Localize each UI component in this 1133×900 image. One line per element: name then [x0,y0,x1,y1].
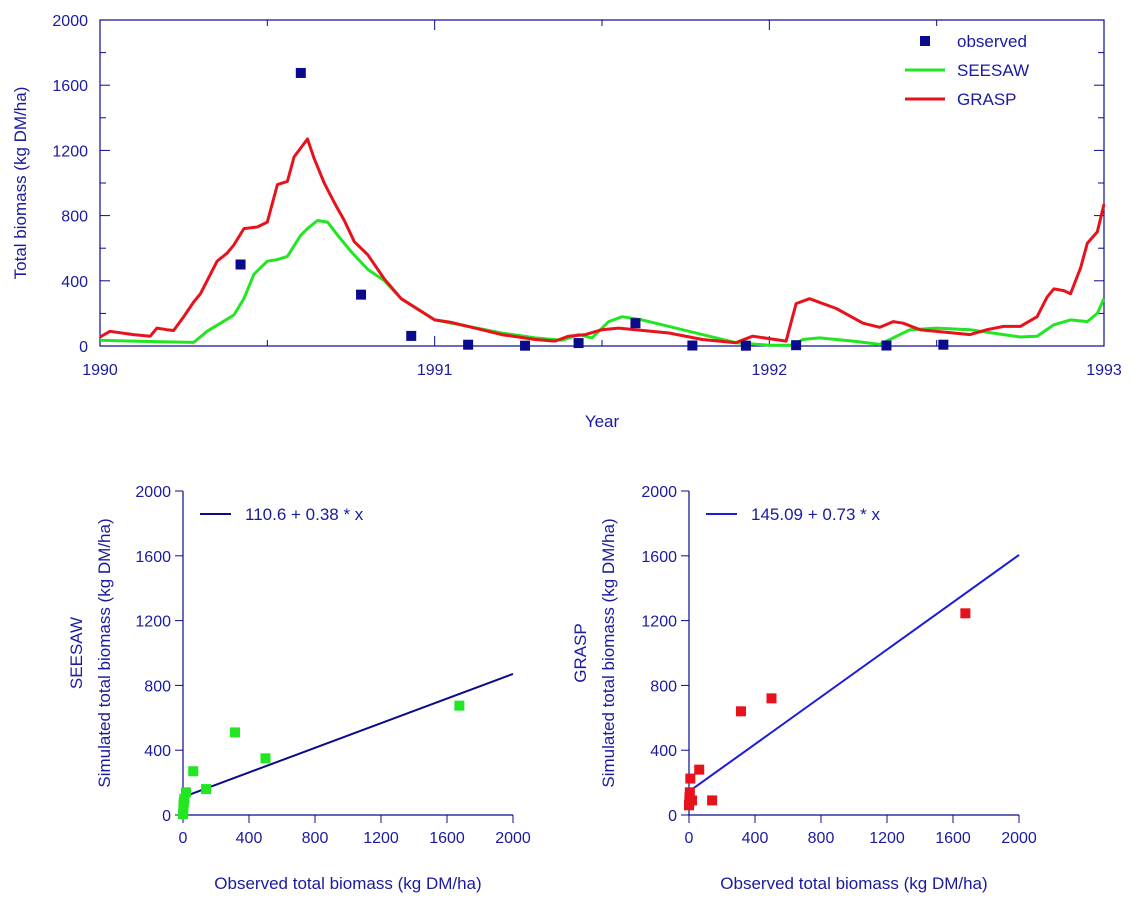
y-tick-label: 0 [668,808,677,825]
y-tick-label: 2000 [135,484,171,501]
data-point [960,608,971,619]
observed-point [687,340,698,351]
y-tick-label: 400 [61,274,88,291]
x-tick-label: 1200 [363,830,399,847]
regression-equation: 145.09 + 0.73 * x [751,505,881,524]
x-tick-label: 400 [742,830,769,847]
observed-point [740,340,751,351]
x-tick-label: 2000 [1001,830,1037,847]
observed-point [520,340,531,351]
data-point [766,693,777,704]
observed-point [235,259,246,270]
y-tick-label: 400 [144,743,171,760]
y-axis-title: Simulated total biomass (kg DM/ha) [95,518,114,787]
x-tick-label: 1991 [417,362,453,379]
observed-point [630,318,641,329]
y-axis-title: Total biomass (kg DM/ha) [11,87,30,280]
x-tick-label: 1600 [935,830,971,847]
regression-line [182,673,514,799]
y-tick-label: 0 [162,808,171,825]
y-tick-label: 800 [61,209,88,226]
x-tick-label: 1992 [752,362,788,379]
plot-frame [99,19,1105,347]
legend-label-observed: observed [957,32,1027,51]
data-point [179,793,190,804]
x-tick-label: 1200 [869,830,905,847]
x-axis-title: Year [585,412,620,431]
panel-time-series: 1990 1991 1992 1993 0 400 800 1200 1600 2000 Year T… [11,13,1122,431]
y-tick-label: 1200 [641,614,677,631]
observed-point [881,340,892,351]
data-point [685,773,696,784]
observed-point [791,340,802,351]
side-label: SEESAW [67,617,86,689]
x-tick-label: 0 [685,830,694,847]
series-line-seesaw [99,219,1106,347]
x-tick-label: 800 [808,830,835,847]
panel-grasp-regression: 0 400 800 1200 1600 2000 0 400 800 1200 1600 2000 Ob… [571,484,1037,893]
observed-point [356,289,367,300]
y-tick-label: 1200 [52,143,88,160]
y-tick-label: 800 [144,678,171,695]
data-point [686,795,697,806]
data-point [735,706,746,717]
y-axis-title: Simulated total biomass (kg DM/ha) [599,518,618,787]
y-tick-label: 1200 [135,614,171,631]
legend-marker-observed [920,36,930,46]
data-point [188,766,199,777]
x-axis-title: Observed total biomass (kg DM/ha) [720,874,987,893]
y-tick-label: 1600 [641,549,677,566]
y-tick-label: 2000 [52,13,88,30]
x-tick-label: 800 [302,830,329,847]
observed-point [938,339,949,350]
y-tick-label: 2000 [641,484,677,501]
panel-seesaw-regression: 0 400 800 1200 1600 2000 0 400 800 1200 1600 2000 Ob… [67,484,531,893]
x-axis-title: Observed total biomass (kg DM/ha) [214,874,481,893]
x-tick-label: 400 [236,830,263,847]
x-tick-label: 0 [179,830,188,847]
x-tick-label: 2000 [495,830,531,847]
x-tick-label: 1993 [1086,362,1122,379]
y-tick-label: 400 [650,743,677,760]
regression-line [688,554,1020,793]
data-point [694,764,705,775]
legend-label-seesaw: SEESAW [957,61,1029,80]
observed-point [295,67,306,78]
y-tick-label: 1600 [135,549,171,566]
y-tick-label: 0 [79,339,88,356]
data-point [180,787,191,798]
x-tick-label: 1600 [429,830,465,847]
legend-label-grasp: GRASP [957,90,1017,109]
data-point [707,795,718,806]
y-tick-label: 1600 [52,78,88,95]
data-point [178,806,189,817]
data-point [201,784,212,795]
data-point [454,700,465,711]
observed-point [573,338,584,349]
series-line-grasp [99,137,1106,345]
observed-point [463,339,474,350]
side-label: GRASP [571,623,590,683]
data-point [684,787,695,798]
regression-equation: 110.6 + 0.38 * x [245,505,364,524]
x-tick-label: 1990 [82,362,118,379]
observed-point [406,330,417,341]
data-point [229,727,240,738]
y-tick-label: 800 [650,678,677,695]
data-point [260,753,271,764]
